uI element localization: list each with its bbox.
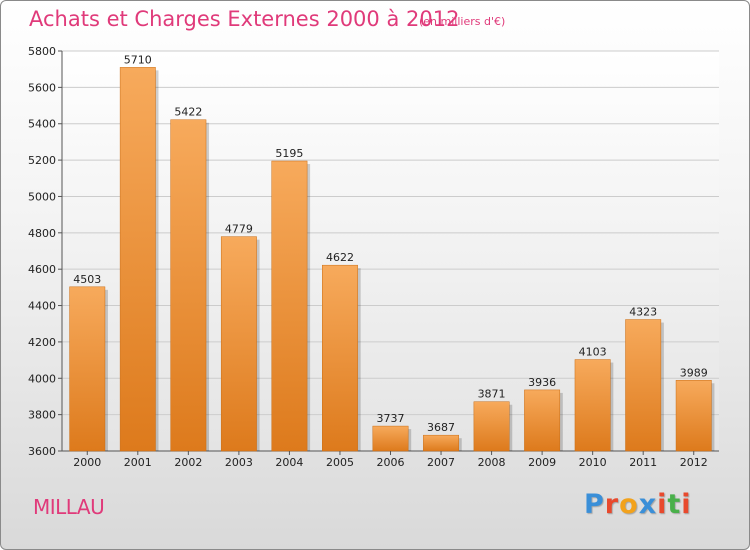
bar-value-label: 4622 [326,251,354,264]
y-tick-label: 5200 [28,154,56,167]
y-tick-label: 4800 [28,227,56,240]
logo-letter: r [604,489,620,520]
bar-value-label: 4503 [73,273,101,286]
bar [271,160,308,452]
x-tick-label: 2002 [174,456,202,469]
bar [524,389,561,452]
logo-letter: i [681,489,692,520]
chart-subtitle: (en milliers d'€) [419,15,506,28]
city-name: MILLAU [33,495,105,519]
x-tick-label: 2009 [528,456,556,469]
x-tick-label: 2003 [225,456,253,469]
bar-value-label: 5195 [275,147,303,160]
y-tick-label: 4600 [28,263,56,276]
y-tick-label: 3600 [28,445,56,458]
bar [170,119,207,452]
bar [322,264,358,452]
logo-letter: x [638,489,658,520]
bar-value-label: 3989 [680,366,708,379]
x-tick-label: 2004 [275,456,303,469]
bar-value-label: 4779 [225,223,253,236]
x-tick-label: 2000 [73,456,101,469]
bar-value-label: 3871 [478,388,506,401]
bar [220,236,257,452]
bar [69,286,106,452]
bar [625,319,662,452]
chart-title: Achats et Charges Externes 2000 à 2012 [29,7,460,31]
logo-letter: t [667,489,682,520]
y-tick-label: 5600 [28,81,56,94]
x-tick-label: 2011 [629,456,657,469]
bar [473,401,510,452]
bar [423,434,459,452]
bar [675,380,712,452]
bar-value-label: 5422 [174,106,202,119]
y-tick-label: 3800 [28,409,56,422]
logo-letter: i [657,489,668,520]
bar-value-label: 3737 [377,412,405,425]
bar [574,359,611,452]
x-tick-label: 2012 [680,456,708,469]
proxiti-logo: Proxiti [584,489,692,520]
x-tick-label: 2006 [377,456,405,469]
bar-value-label: 3936 [528,376,556,389]
bar [119,67,156,452]
y-tick-label: 5400 [28,118,56,131]
bar-value-label: 4323 [629,306,657,319]
y-tick-label: 4000 [28,372,56,385]
y-tick-label: 5000 [28,190,56,203]
x-tick-label: 2005 [326,456,354,469]
logo-letter: o [619,489,639,520]
bar-value-label: 5710 [124,53,152,66]
x-tick-label: 2001 [124,456,152,469]
y-tick-label: 4400 [28,300,56,313]
plot-area [62,51,719,451]
x-tick-label: 2010 [579,456,607,469]
y-tick-label: 5800 [28,45,56,58]
y-tick-label: 4200 [28,336,56,349]
x-tick-label: 2008 [478,456,506,469]
logo-letter: P [584,489,605,520]
bar-value-label: 4103 [579,346,607,359]
bar [372,425,409,452]
x-tick-label: 2007 [427,456,455,469]
bar-value-label: 3687 [427,421,455,434]
